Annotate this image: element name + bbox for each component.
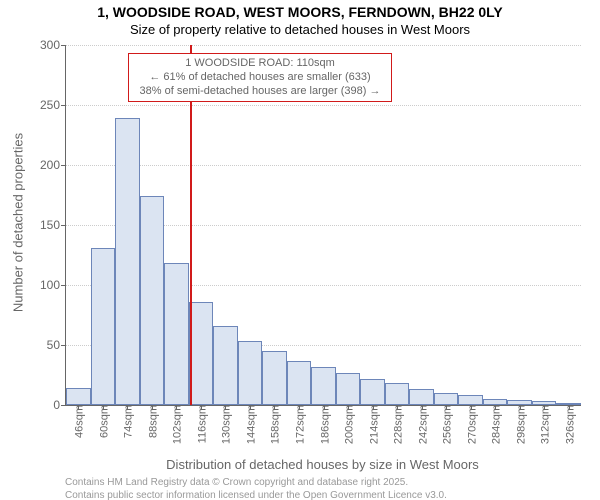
histogram-bar	[311, 367, 336, 405]
grid-line	[66, 45, 581, 46]
y-tick-label: 200	[40, 158, 66, 172]
x-tick-label: 144sqm	[242, 405, 257, 444]
annotation-line: ← 61% of detached houses are smaller (63…	[132, 71, 388, 85]
histogram-bar	[213, 326, 238, 405]
histogram-bar	[66, 388, 91, 405]
chart-footer: Contains HM Land Registry data © Crown c…	[65, 477, 447, 500]
y-axis-label: Number of detached properties	[11, 73, 26, 373]
histogram-bar	[458, 395, 483, 405]
y-tick-label: 150	[40, 218, 66, 232]
x-tick-label: 74sqm	[120, 405, 135, 438]
y-tick-label: 300	[40, 38, 66, 52]
x-tick-label: 326sqm	[561, 405, 576, 444]
y-tick-label: 0	[53, 398, 66, 412]
x-tick-label: 158sqm	[267, 405, 282, 444]
x-tick-label: 312sqm	[537, 405, 552, 444]
x-axis-label: Distribution of detached houses by size …	[65, 457, 580, 472]
annotation-line: 38% of semi-detached houses are larger (…	[132, 85, 388, 99]
x-tick-label: 60sqm	[95, 405, 110, 438]
histogram-bar	[336, 373, 361, 405]
histogram-bar	[409, 389, 434, 405]
histogram-bar	[434, 393, 459, 405]
y-tick-label: 100	[40, 278, 66, 292]
histogram-bar	[238, 341, 263, 405]
plot-area: 05010015020025030046sqm60sqm74sqm88sqm10…	[65, 45, 581, 406]
x-tick-label: 46sqm	[71, 405, 86, 438]
annotation-box: 1 WOODSIDE ROAD: 110sqm← 61% of detached…	[128, 53, 392, 102]
histogram-bar	[91, 248, 116, 405]
footer-line-1: Contains HM Land Registry data © Crown c…	[65, 477, 447, 490]
x-tick-label: 242sqm	[414, 405, 429, 444]
x-tick-label: 186sqm	[316, 405, 331, 444]
histogram-bar	[140, 196, 165, 405]
annotation-line: 1 WOODSIDE ROAD: 110sqm	[132, 57, 388, 71]
footer-line-2: Contains public sector information licen…	[65, 490, 447, 500]
chart-container: 1, WOODSIDE ROAD, WEST MOORS, FERNDOWN, …	[0, 0, 600, 500]
chart-subtitle: Size of property relative to detached ho…	[0, 22, 600, 38]
chart-title: 1, WOODSIDE ROAD, WEST MOORS, FERNDOWN, …	[0, 4, 600, 21]
histogram-bar	[115, 118, 140, 405]
x-tick-label: 270sqm	[463, 405, 478, 444]
grid-line	[66, 105, 581, 106]
x-tick-label: 88sqm	[144, 405, 159, 438]
x-tick-label: 298sqm	[512, 405, 527, 444]
y-tick-label: 250	[40, 98, 66, 112]
x-tick-label: 256sqm	[439, 405, 454, 444]
histogram-bar	[385, 383, 410, 405]
histogram-bar	[262, 351, 287, 405]
x-tick-label: 200sqm	[341, 405, 356, 444]
y-tick-label: 50	[47, 338, 66, 352]
x-tick-label: 228sqm	[390, 405, 405, 444]
grid-line	[66, 165, 581, 166]
histogram-bar	[164, 263, 189, 405]
x-tick-label: 130sqm	[218, 405, 233, 444]
x-tick-label: 102sqm	[169, 405, 184, 444]
x-tick-label: 214sqm	[365, 405, 380, 444]
x-tick-label: 172sqm	[291, 405, 306, 444]
x-tick-label: 284sqm	[488, 405, 503, 444]
x-tick-label: 116sqm	[193, 405, 208, 443]
histogram-bar	[287, 361, 312, 405]
histogram-bar	[360, 379, 385, 405]
